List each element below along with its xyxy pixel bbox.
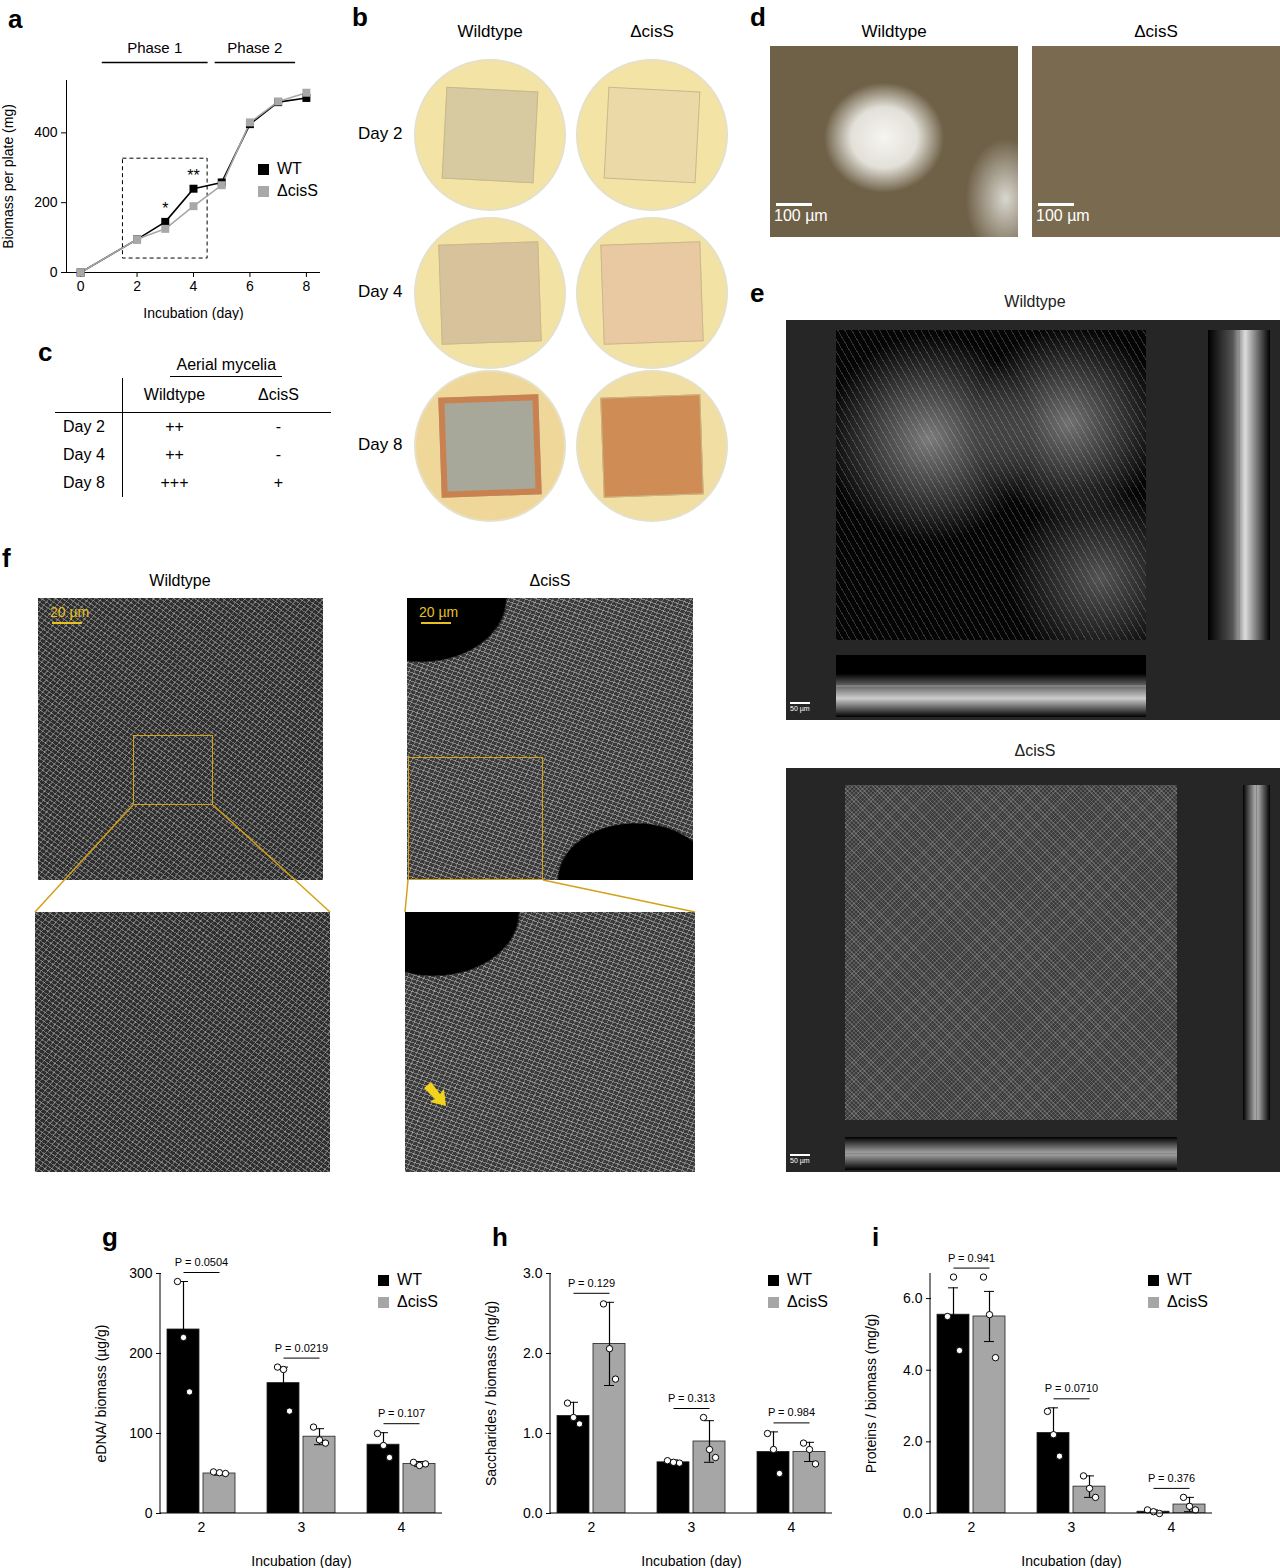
svg-text:P = 0.941: P = 0.941 [948, 1252, 995, 1264]
svg-text:4: 4 [788, 1519, 796, 1535]
html-text:h: h [492, 1222, 508, 1252]
html-text:WT: WT [1167, 1271, 1192, 1288]
svg-text:Saccharides / biomass (mg/g): Saccharides / biomass (mg/g) [483, 1301, 499, 1486]
html-text:Wildtype: Wildtype [149, 572, 211, 589]
html-text:WT: WT [277, 160, 302, 177]
html-text:ΔcisS: ΔcisS [1134, 22, 1178, 41]
html-text:WT: WT [787, 1271, 812, 1288]
svg-text:Incubation (day): Incubation (day) [143, 305, 243, 321]
svg-text:4: 4 [398, 1519, 406, 1535]
svg-text:Biomass per plate (mg): Biomass per plate (mg) [0, 104, 16, 249]
svg-text:2: 2 [588, 1519, 596, 1535]
svg-text:100: 100 [129, 1425, 153, 1441]
html-text:a: a [8, 4, 23, 34]
svg-text:P = 0.0504: P = 0.0504 [175, 1256, 228, 1268]
html-text:Day 8: Day 8 [358, 435, 403, 454]
svg-text:2.0: 2.0 [903, 1433, 923, 1449]
svg-text:P = 0.129: P = 0.129 [568, 1277, 615, 1289]
svg-text:P = 0.376: P = 0.376 [1148, 1472, 1195, 1484]
html-text:ΔcisS: ΔcisS [258, 386, 299, 403]
svg-text:P = 0.313: P = 0.313 [668, 1392, 715, 1404]
svg-text:0: 0 [50, 264, 58, 280]
html-text:ΔcisS: ΔcisS [1014, 742, 1056, 759]
svg-text:Incubation (day): Incubation (day) [1021, 1553, 1121, 1568]
svg-text:Proteins / biomass (mg/g): Proteins / biomass (mg/g) [863, 1314, 879, 1474]
html-text:e: e [750, 278, 765, 308]
html-text:Day 2: Day 2 [63, 418, 105, 435]
svg-text:400: 400 [34, 124, 58, 140]
html-text:20 µm: 20 µm [419, 604, 459, 620]
html-text:ΔcisS: ΔcisS [1167, 1293, 1208, 1310]
html-text:50 µm: 50 µm [790, 705, 810, 712]
svg-text:Incubation (day): Incubation (day) [641, 1553, 741, 1568]
html-text:g: g [102, 1222, 118, 1252]
svg-text:3: 3 [298, 1519, 306, 1535]
svg-text:3.0: 3.0 [523, 1265, 543, 1281]
svg-text:0.0: 0.0 [523, 1505, 543, 1521]
html-text:ΔcisS: ΔcisS [277, 182, 318, 199]
html-text:ΔcisS: ΔcisS [397, 1293, 438, 1310]
svg-text:0.0: 0.0 [903, 1505, 923, 1521]
svg-text:200: 200 [129, 1345, 153, 1361]
svg-text:300: 300 [129, 1265, 153, 1281]
svg-text:0: 0 [77, 278, 85, 294]
html-text:20 µm: 20 µm [50, 604, 90, 620]
html-text:Wildtype: Wildtype [861, 22, 927, 41]
html-text:ΔcisS: ΔcisS [787, 1293, 828, 1310]
svg-text:6.0: 6.0 [903, 1290, 923, 1306]
svg-text:Phase 2: Phase 2 [227, 39, 282, 56]
svg-text:P = 0.107: P = 0.107 [378, 1407, 425, 1419]
html-text:Day 8: Day 8 [63, 474, 105, 491]
svg-text:8: 8 [302, 278, 310, 294]
svg-text:P = 0.0710: P = 0.0710 [1045, 1382, 1098, 1394]
html-text:i: i [872, 1222, 880, 1252]
svg-text:6: 6 [246, 278, 254, 294]
html-text:50 µm: 50 µm [790, 1157, 810, 1164]
html-text:Wildtype: Wildtype [457, 22, 523, 41]
html-text:Aerial mycelia: Aerial mycelia [176, 356, 276, 373]
svg-text:P = 0.0219: P = 0.0219 [275, 1342, 328, 1354]
svg-text:Incubation (day): Incubation (day) [251, 1553, 351, 1568]
html-text:WT: WT [397, 1271, 422, 1288]
svg-text:P = 0.984: P = 0.984 [768, 1406, 815, 1418]
html-text:ΔcisS: ΔcisS [529, 572, 571, 589]
svg-text:*: * [162, 200, 168, 217]
html-text:ΔcisS: ΔcisS [630, 22, 674, 41]
svg-text:1.0: 1.0 [523, 1425, 543, 1441]
html-text:100 µm: 100 µm [1036, 207, 1090, 224]
svg-text:2.0: 2.0 [523, 1345, 543, 1361]
html-text:Wildtype: Wildtype [1004, 293, 1066, 310]
html-text:Day 4: Day 4 [63, 446, 105, 463]
svg-text:3: 3 [1068, 1519, 1076, 1535]
svg-text:4: 4 [190, 278, 198, 294]
svg-text:**: ** [187, 167, 199, 184]
svg-text:4.0: 4.0 [903, 1362, 923, 1378]
svg-text:4: 4 [1168, 1519, 1176, 1535]
svg-text:Phase 1: Phase 1 [127, 39, 182, 56]
svg-text:3: 3 [688, 1519, 696, 1535]
html-text:100 µm: 100 µm [774, 207, 828, 224]
svg-text:2: 2 [198, 1519, 206, 1535]
svg-text:2: 2 [968, 1519, 976, 1535]
svg-text:200: 200 [34, 194, 58, 210]
html-text:Day 4: Day 4 [358, 282, 403, 301]
html-text:d: d [750, 2, 766, 32]
html-text:f: f [2, 543, 11, 573]
html-text:c: c [38, 337, 53, 367]
svg-text:2: 2 [133, 278, 141, 294]
svg-text:0: 0 [145, 1505, 153, 1521]
svg-text:eDNA/ biomass (µg/g): eDNA/ biomass (µg/g) [93, 1325, 109, 1463]
html-text:Day 2: Day 2 [358, 124, 403, 143]
html-text:Wildtype: Wildtype [143, 386, 206, 403]
html-text:b: b [352, 2, 368, 32]
